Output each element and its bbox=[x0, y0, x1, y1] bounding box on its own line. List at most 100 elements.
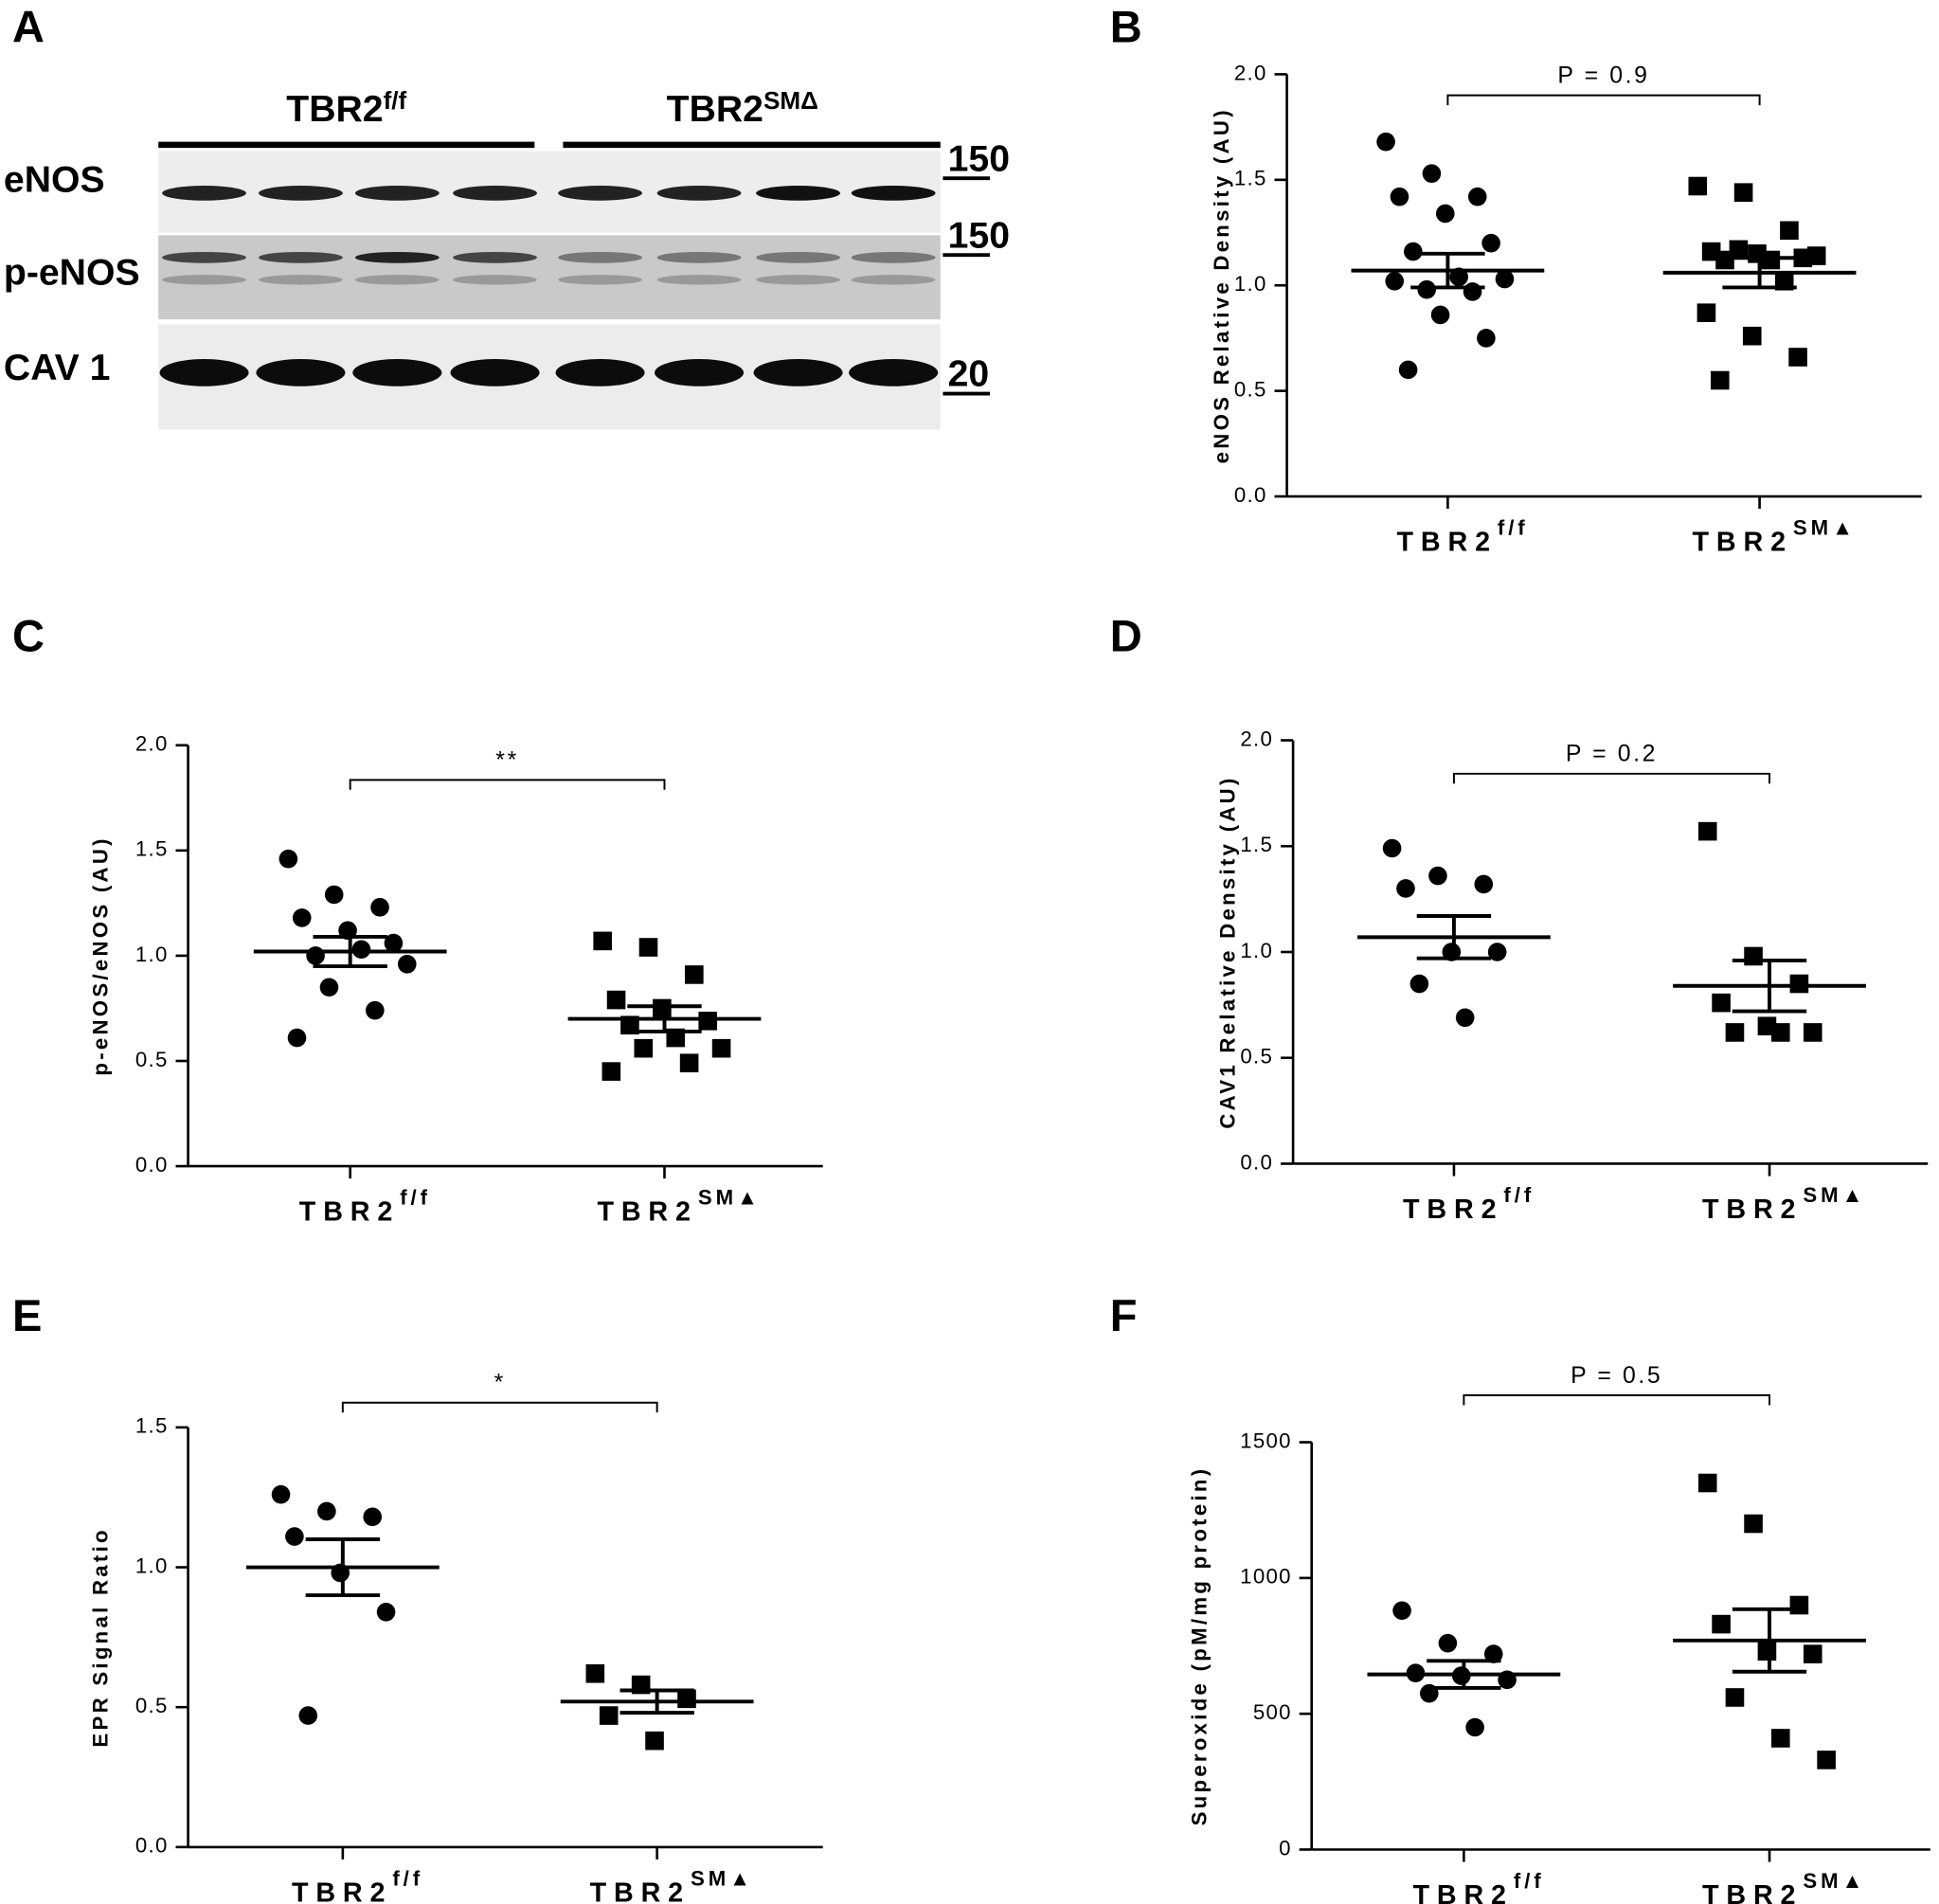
band bbox=[259, 186, 343, 201]
data-point bbox=[351, 940, 371, 960]
category-superscript: f/f bbox=[400, 1186, 431, 1210]
category-superscript: SM▲ bbox=[691, 1866, 754, 1890]
x-tick-label: TBR2f/f bbox=[1413, 1869, 1545, 1904]
band bbox=[352, 358, 442, 386]
data-point bbox=[1788, 348, 1807, 367]
x-tick-label: TBR2SM▲ bbox=[1693, 516, 1857, 558]
data-point bbox=[1474, 874, 1494, 894]
y-axis-label: p-eNOS/eNOS (AU) bbox=[89, 835, 113, 1075]
data-point bbox=[1467, 187, 1487, 207]
significance-bracket bbox=[1446, 94, 1761, 106]
data-point bbox=[1712, 993, 1731, 1013]
data-point bbox=[685, 965, 704, 984]
category-name: TBR2 bbox=[597, 1197, 697, 1228]
data-point bbox=[1463, 282, 1482, 301]
panel-letter: A bbox=[12, 1, 45, 51]
data-point bbox=[677, 1689, 696, 1709]
category-superscript: SM▲ bbox=[1803, 1183, 1866, 1207]
band bbox=[453, 186, 537, 201]
data-point bbox=[1390, 187, 1409, 207]
mw-marker: 150 bbox=[948, 138, 1010, 179]
mw-marker: 150 bbox=[948, 215, 1010, 256]
data-point bbox=[711, 1038, 731, 1058]
data-point bbox=[317, 1501, 336, 1521]
band bbox=[453, 275, 537, 285]
significance-label: P = 0.9 bbox=[1557, 63, 1649, 89]
significance-bracket bbox=[341, 1401, 658, 1413]
category-superscript: SM▲ bbox=[698, 1186, 762, 1210]
data-point bbox=[1725, 1688, 1745, 1707]
data-point bbox=[384, 933, 404, 953]
data-point bbox=[319, 978, 339, 997]
y-tick-label: 500 bbox=[1253, 1700, 1292, 1724]
band bbox=[450, 358, 540, 386]
data-point bbox=[599, 1706, 619, 1725]
data-point bbox=[698, 1011, 718, 1031]
band bbox=[453, 251, 537, 263]
panel-letter: F bbox=[1110, 1290, 1138, 1340]
group-label: TBR2SMΔ bbox=[667, 86, 818, 130]
significance-label: P = 0.2 bbox=[1566, 742, 1658, 767]
category-name: TBR2 bbox=[590, 1877, 691, 1904]
band bbox=[555, 358, 645, 386]
data-point bbox=[1744, 1514, 1763, 1534]
data-point bbox=[1757, 1642, 1777, 1662]
data-point bbox=[292, 908, 312, 927]
significance-label: * bbox=[494, 1371, 506, 1396]
data-point bbox=[376, 1602, 396, 1622]
y-tick-label: 2.0 bbox=[135, 732, 169, 756]
data-point bbox=[1803, 1023, 1822, 1042]
data-point bbox=[1483, 1644, 1503, 1663]
y-tick-label: 1.0 bbox=[135, 1554, 169, 1577]
y-tick-label: 0.0 bbox=[1234, 483, 1267, 507]
data-point bbox=[1392, 1601, 1411, 1621]
band bbox=[558, 251, 642, 263]
panel-letter: C bbox=[12, 610, 45, 660]
y-tick-label: 0.0 bbox=[135, 1153, 169, 1177]
band bbox=[162, 186, 246, 201]
band bbox=[259, 251, 343, 263]
data-point bbox=[1710, 370, 1730, 390]
data-point bbox=[397, 955, 417, 974]
panel-letter: D bbox=[1110, 610, 1142, 660]
y-tick-label: 1500 bbox=[1240, 1428, 1292, 1452]
y-axis-label: CAV1 Relative Density (AU) bbox=[1216, 775, 1240, 1128]
band bbox=[354, 186, 440, 201]
data-point bbox=[1729, 240, 1749, 260]
band bbox=[851, 251, 936, 263]
y-axis-label: Superoxide (pM/mg protein) bbox=[1188, 1466, 1212, 1826]
data-point bbox=[1409, 974, 1429, 994]
category-superscript: f/f bbox=[1514, 1869, 1545, 1893]
category-name: TBR2 bbox=[1397, 528, 1498, 558]
x-tick-label: TBR2f/f bbox=[292, 1866, 423, 1904]
data-point bbox=[1398, 360, 1418, 380]
western-blot: A TBR2f/f TBR2SMΔ eNOS p-eNOS CAV 1 150 … bbox=[4, 1, 1010, 430]
category-name: TBR2 bbox=[1693, 528, 1793, 558]
data-point bbox=[638, 938, 658, 957]
band bbox=[354, 251, 440, 263]
significance-bracket bbox=[349, 779, 666, 790]
data-point bbox=[1725, 1023, 1745, 1042]
data-point bbox=[653, 998, 672, 1018]
data-point bbox=[1697, 303, 1716, 323]
data-point bbox=[1789, 1595, 1809, 1615]
data-point bbox=[1376, 132, 1395, 152]
data-point bbox=[1742, 326, 1762, 346]
y-tick-label: 0 bbox=[1279, 1836, 1292, 1859]
category-name: TBR2 bbox=[1702, 1194, 1803, 1225]
data-point bbox=[1430, 305, 1450, 325]
data-point bbox=[1435, 204, 1455, 224]
data-point bbox=[1477, 329, 1496, 348]
data-point bbox=[1697, 1473, 1717, 1493]
x-tick-label: TBR2f/f bbox=[1403, 1183, 1535, 1225]
data-point bbox=[1385, 271, 1405, 291]
data-point bbox=[1770, 1023, 1790, 1042]
band bbox=[558, 275, 642, 285]
data-point bbox=[1428, 866, 1447, 886]
y-tick-label: 0.0 bbox=[1240, 1150, 1273, 1174]
y-tick-label: 1.5 bbox=[135, 837, 169, 861]
band bbox=[756, 251, 840, 263]
data-point bbox=[1688, 176, 1708, 196]
category-name: TBR2 bbox=[292, 1877, 392, 1904]
